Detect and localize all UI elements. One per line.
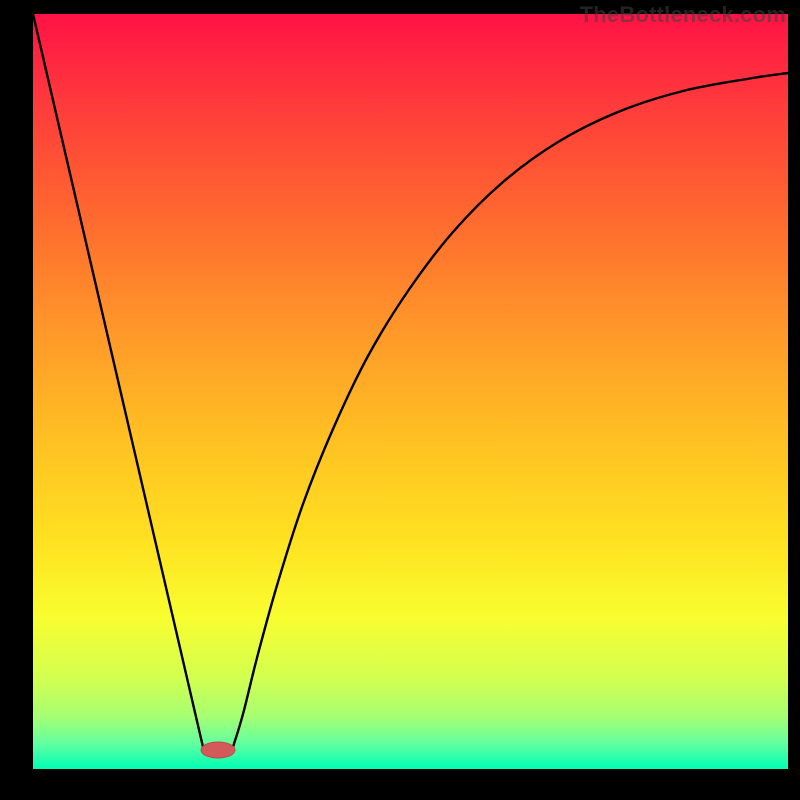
plot-background bbox=[33, 14, 788, 769]
chart-container: TheBottleneck.com bbox=[0, 0, 800, 800]
plot-area bbox=[33, 14, 788, 769]
curve-svg bbox=[33, 14, 788, 769]
watermark-text: TheBottleneck.com bbox=[580, 2, 786, 28]
bottleneck-marker bbox=[201, 742, 235, 758]
